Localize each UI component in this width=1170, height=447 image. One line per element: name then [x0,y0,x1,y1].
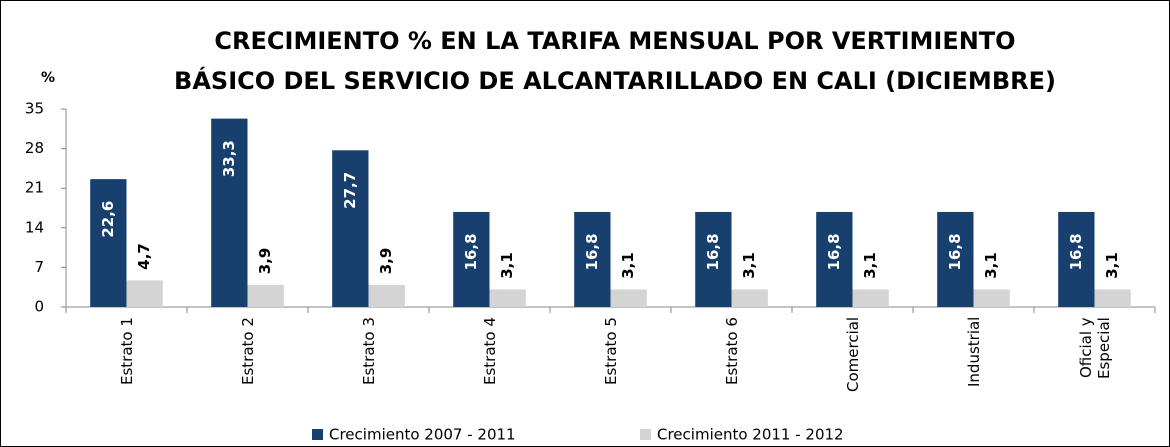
chart-title: BÁSICO DEL SERVICIO DE ALCANTARILLADO EN… [174,66,1056,95]
legend-label: Crecimiento 2007 - 2011 [329,426,516,444]
bar [610,289,647,307]
bar [453,211,490,307]
x-tick-label: Estrato 6 [722,317,741,385]
x-tick-label: Estrato 1 [117,317,136,385]
data-label: 4,7 [135,243,153,270]
bar [852,289,889,307]
bar [90,179,127,307]
data-label: 3,1 [619,252,637,279]
data-label: 27,7 [341,172,359,209]
bar [695,211,732,307]
data-label: 3,9 [256,248,274,275]
data-label: 3,1 [740,252,758,279]
legend-swatch [640,429,651,440]
x-tick-label: Oficial y Especial [1076,317,1113,379]
x-tick-label: Estrato 5 [601,317,620,385]
bar [368,284,405,307]
bar [574,211,611,307]
bar [973,289,1010,307]
data-label: 3,1 [498,252,516,279]
bar [816,211,853,307]
x-tick-label: Estrato 2 [238,317,257,385]
data-label: 22,6 [99,201,117,238]
legend-label: Crecimiento 2011 - 2012 [657,426,844,444]
x-tick-label: Industrial [964,317,983,388]
data-label: 16,8 [462,233,480,270]
bar [126,280,163,307]
x-tick-label: Comercial [843,317,862,393]
y-tick-label: 0 [34,298,44,316]
bar [731,289,768,307]
data-label: 3,1 [861,252,879,279]
y-tick-label: 7 [34,258,44,276]
data-label: 3,9 [377,248,395,275]
data-label: 33,3 [220,140,238,177]
bar [489,289,526,307]
data-label: 16,8 [583,233,601,270]
y-tick-label: 14 [25,218,44,236]
bar [937,211,974,307]
bar [247,284,284,307]
legend-swatch [312,429,323,440]
x-tick-label: Estrato 3 [359,317,378,385]
bar [1094,289,1131,307]
data-label: 3,1 [1103,252,1121,279]
y-tick-label: 21 [25,179,44,197]
data-label: 16,8 [825,233,843,270]
y-tick-label: 35 [25,100,44,118]
x-tick-label: Estrato 4 [480,317,499,385]
y-tick-label: 28 [25,139,44,157]
data-label: 3,1 [982,252,1000,279]
data-label: 16,8 [1067,233,1085,270]
chart-title: CRECIMIENTO % EN LA TARIFA MENSUAL POR V… [214,27,1015,55]
data-label: 16,8 [946,233,964,270]
bar [1058,211,1095,307]
data-label: 16,8 [704,233,722,270]
y-axis-label: % [41,70,55,86]
bar [332,150,369,307]
bar [211,118,248,307]
